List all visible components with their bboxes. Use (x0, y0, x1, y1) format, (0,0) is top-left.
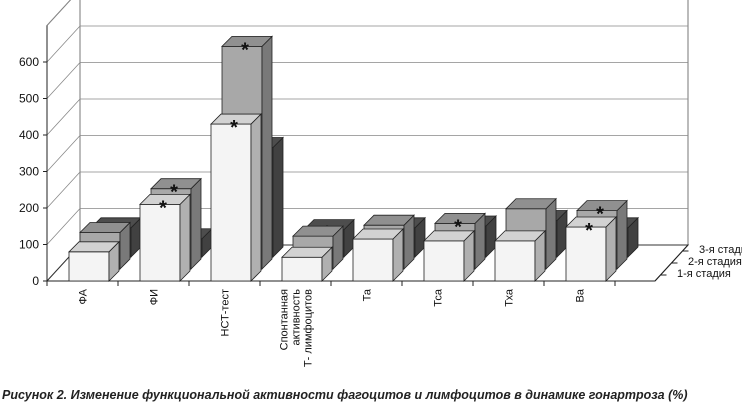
y-tick-label: 600 (19, 55, 39, 69)
bar-top (352, 228, 404, 240)
x-category-label: НСТ-тест (220, 289, 232, 336)
series-label: 3-я стадия (699, 244, 742, 256)
significance-star: * (585, 220, 593, 242)
gridline (46, 135, 688, 172)
bar-top (505, 198, 557, 210)
significance-star: * (241, 39, 249, 61)
bar-side (190, 177, 202, 270)
bar-top (292, 225, 344, 237)
x-category-label: Тха (504, 288, 516, 307)
significance-star: * (170, 182, 178, 204)
bar-side (250, 113, 262, 282)
bar-front (210, 123, 252, 282)
gridline (46, 0, 71, 26)
gridline (46, 208, 688, 245)
x-category-label: ФА (78, 288, 90, 304)
bar-top (363, 214, 415, 226)
bar-top (576, 200, 628, 212)
bar-top (150, 178, 202, 190)
x-category-label: Тса (433, 288, 445, 307)
bar-front (423, 240, 465, 282)
bar-front (352, 238, 394, 282)
bar-top (434, 212, 486, 224)
x-category-label: активность (291, 289, 303, 346)
gridline (46, 25, 688, 63)
y-tick-label: 100 (19, 238, 39, 252)
significance-star: * (159, 197, 167, 219)
bar-top (565, 216, 617, 228)
bar-top (281, 246, 333, 258)
bar-front (281, 256, 323, 282)
y-tick-label: 0 (32, 274, 39, 288)
bar-side (261, 35, 273, 270)
x-category-label: Спонтанная (279, 289, 291, 350)
series-label: 2-я стадия (688, 256, 742, 268)
bar-top (139, 193, 191, 205)
bar-side (272, 136, 284, 258)
bar-top (68, 241, 120, 253)
bar-top (210, 113, 262, 125)
gridline (46, 98, 688, 136)
x-category-label: Т- лимфоцитов (303, 289, 315, 367)
bar-side (605, 216, 617, 282)
bar-top (423, 230, 475, 242)
chart: 0100200300400500600***********ФАФИНСТ-те… (19, 0, 742, 367)
bar-top (221, 35, 273, 47)
significance-star: * (596, 204, 604, 226)
x-category-label: Та (362, 288, 374, 301)
bar-front (139, 203, 181, 282)
bar-front (494, 240, 536, 282)
x-category-label: ФИ (149, 289, 161, 305)
gridline (46, 62, 688, 99)
significance-star: * (230, 117, 238, 139)
bar-side (616, 199, 628, 270)
bar-front (68, 251, 110, 282)
y-tick-label: 400 (19, 128, 39, 142)
bar-side (179, 193, 191, 282)
figure-caption: Рисунок 2. Изменение функциональной акти… (2, 388, 688, 402)
significance-star: * (454, 216, 462, 238)
chart-svg: 0100200300400500600***********ФАФИНСТ-те… (19, 0, 742, 367)
bar-top (494, 230, 546, 242)
x-category-label: Ва (575, 288, 587, 302)
gridline (46, 171, 688, 209)
bar-top (79, 222, 131, 233)
y-tick-label: 300 (19, 165, 39, 179)
y-tick-label: 500 (19, 92, 39, 106)
y-tick-label: 200 (19, 201, 39, 215)
series-label: 1-я стадия (677, 268, 731, 280)
bar-side (545, 197, 557, 270)
